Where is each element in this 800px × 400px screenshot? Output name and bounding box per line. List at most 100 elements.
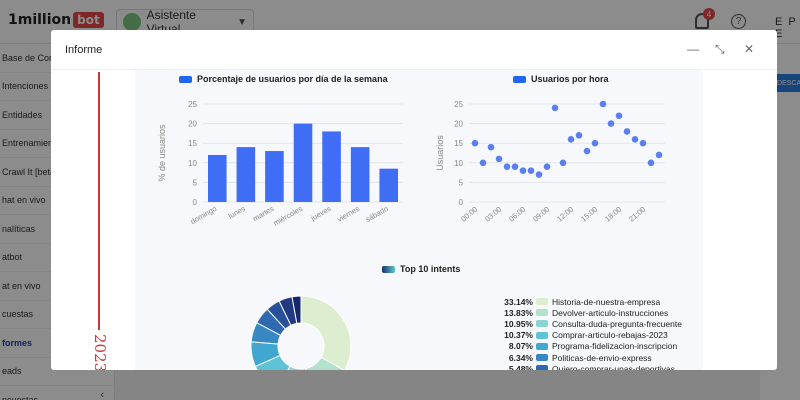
- intent-swatch: [536, 320, 548, 328]
- scatter-point: [519, 167, 527, 174]
- pie-chart-legend: Top 10 intents: [382, 264, 460, 274]
- intent-swatch: [536, 365, 548, 370]
- pie-slice: [291, 295, 302, 324]
- collapse-sidebar-icon[interactable]: ‹: [100, 389, 104, 400]
- scatter-point: [583, 147, 591, 155]
- scatter-point: [479, 159, 487, 167]
- bar: [208, 154, 227, 202]
- y-tick-label: 10: [188, 159, 197, 168]
- x-tick-label: 09:00: [531, 205, 551, 224]
- scatter-point: [535, 171, 543, 178]
- intent-legend-row: 10.37% Comprar-articulo-rebajas-2023: [501, 330, 741, 341]
- document-year: 2023: [91, 334, 109, 370]
- intent-percent: 8.07%: [508, 341, 533, 352]
- report-content: Porcentaje de usuarios por día de la sem…: [135, 70, 703, 370]
- x-tick-label: 00:00: [459, 205, 479, 224]
- bar: [350, 147, 370, 202]
- download-button[interactable]: DESCAR: [775, 74, 800, 92]
- x-tick-label: lunes: [227, 204, 247, 221]
- help-icon[interactable]: ?: [731, 14, 746, 29]
- legend-swatch: [179, 76, 192, 84]
- bar-chart-legend: Porcentaje de usuarios por día de la sem…: [179, 74, 388, 84]
- logo-text: 1million: [8, 12, 72, 28]
- scatter-chart: 0 5 10 15 20 25 Usuarios 00:00 03:00 06:00 09:00 12…: [435, 100, 665, 224]
- maximize-button[interactable]: ⤡: [715, 42, 725, 56]
- scatter-point: [503, 163, 511, 171]
- x-tick-label: 12:00: [555, 205, 575, 224]
- scatter-point: [551, 104, 559, 112]
- scatter-point: [591, 139, 599, 147]
- intent-percent: 13.83%: [504, 307, 533, 318]
- intent-label: Programa-fidelizacion-inscripcion: [552, 341, 678, 352]
- minimize-button[interactable]: —: [687, 42, 699, 56]
- y-tick-label: 10: [454, 159, 463, 168]
- scatter-point: [655, 151, 663, 159]
- close-button[interactable]: ✕: [744, 42, 755, 56]
- intent-percent: 5.48%: [508, 363, 533, 370]
- intent-percent: 10.37%: [504, 330, 533, 341]
- intent-legend-row: 10.95% Consulta-duda-pregunta-frecuente: [501, 318, 741, 329]
- intent-legend-list: 33.14% Historia-de-nuestra-empresa 13.83% D…: [501, 296, 741, 370]
- scatter-point: [615, 112, 623, 120]
- intent-label: Politicas-de-envio-express: [552, 352, 652, 363]
- legend-swatch: [382, 266, 395, 274]
- brand-logo[interactable]: 1million bot: [8, 12, 104, 28]
- y-tick-label: 20: [188, 120, 197, 129]
- bar: [293, 123, 313, 202]
- intent-label: Consulta-duda-pregunta-frecuente: [552, 318, 682, 329]
- x-tick-label: 21:00: [627, 205, 647, 224]
- intent-legend-row: 8.07% Programa-fidelizacion-inscripcion: [501, 341, 741, 352]
- logo-badge: bot: [73, 12, 104, 28]
- x-tick-label: 03:00: [483, 205, 503, 224]
- modal-title: Informe: [65, 44, 103, 56]
- top-bar: 1million bot Asistente Virtual ▼ 4 ? EP E: [0, 0, 800, 44]
- y-tick-label: 25: [454, 100, 463, 109]
- intent-swatch: [536, 298, 548, 306]
- scatter-point: [559, 159, 567, 167]
- language-selector[interactable]: EP E: [775, 16, 800, 40]
- scatter-point: [639, 139, 647, 147]
- x-tick-label: sábado: [364, 204, 390, 224]
- intent-label: Comprar-articulo-rebajas-2023: [552, 330, 668, 341]
- scatter-point: [599, 100, 607, 108]
- y-tick-label: 15: [188, 139, 197, 148]
- scatter-point: [623, 128, 631, 135]
- intent-swatch: [536, 354, 548, 362]
- x-tick-label: 15:00: [579, 205, 599, 224]
- intent-percent: 6.34%: [508, 352, 533, 363]
- x-tick-label: 06:00: [507, 205, 527, 224]
- scatter-point: [567, 135, 575, 143]
- modal-header: Informe — ⤡ ✕: [51, 30, 777, 70]
- sidebar-item-leads[interactable]: eads: [0, 358, 114, 386]
- scatter-point: [511, 163, 519, 171]
- y-tick-label: 15: [454, 139, 463, 148]
- sidebar-item-encuestas-2[interactable]: ncuestas: [0, 386, 114, 400]
- intent-swatch: [536, 331, 548, 339]
- intent-percent: 10.95%: [504, 318, 533, 329]
- intent-label: Quiero-comprar-unas-deportivas: [552, 363, 675, 370]
- bar: [379, 168, 398, 202]
- y-tick-label: 0: [193, 198, 198, 207]
- scatter-point: [487, 143, 495, 151]
- pie-slice: [304, 356, 345, 370]
- pie-chart-title: Top 10 intents: [400, 264, 461, 274]
- bar-chart-title: Porcentaje de usuarios por día de la sem…: [197, 74, 388, 84]
- scatter-point: [607, 120, 615, 127]
- x-tick-label: domingo: [189, 204, 218, 226]
- x-tick-label: viernes: [336, 204, 362, 224]
- document-margin-line: [98, 72, 100, 330]
- notification-badge: 4: [703, 8, 715, 20]
- scatter-point: [471, 139, 479, 147]
- intent-label: Devolver-articulo-instrucciones: [552, 307, 669, 318]
- intent-legend-row: 33.14% Historia-de-nuestra-empresa: [501, 296, 741, 307]
- intent-legend-row: 13.83% Devolver-articulo-instrucciones: [501, 307, 741, 318]
- bar: [265, 151, 284, 202]
- pie-slice: [300, 295, 352, 370]
- scatter-point: [575, 132, 583, 139]
- scatter-point: [543, 163, 551, 171]
- report-modal: Informe — ⤡ ✕ 2023 Porcentaje de usuario…: [51, 30, 777, 370]
- bell-icon[interactable]: [695, 13, 709, 29]
- pie-slice: [287, 365, 307, 370]
- pie-chart: [250, 295, 352, 370]
